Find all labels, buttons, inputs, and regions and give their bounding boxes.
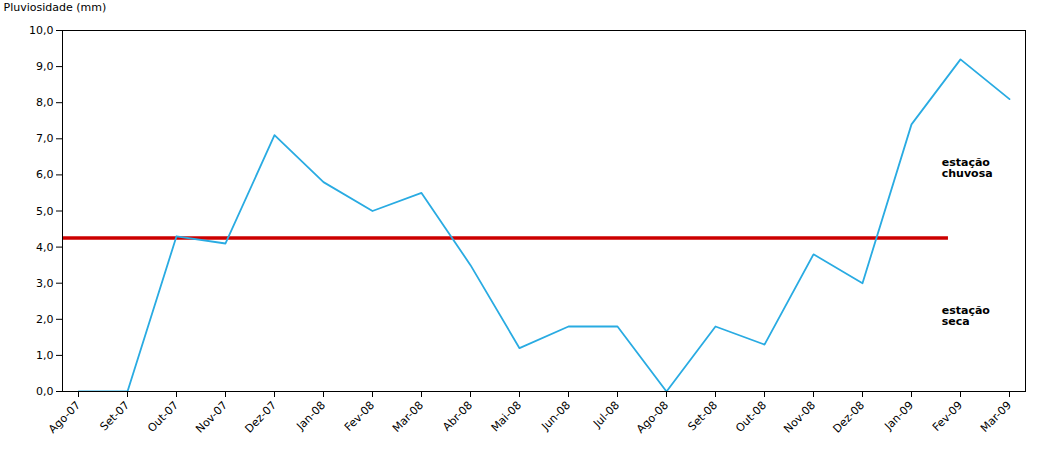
svg-text:Set-07: Set-07: [97, 399, 132, 434]
svg-text:Jun-08: Jun-08: [538, 399, 573, 434]
svg-text:Out-07: Out-07: [145, 399, 181, 435]
svg-text:Jan-08: Jan-08: [294, 399, 329, 434]
svg-text:Pluviosidade (mm): Pluviosidade (mm): [4, 1, 107, 14]
svg-text:Out-08: Out-08: [733, 399, 769, 435]
svg-text:Ago-07: Ago-07: [46, 399, 83, 436]
svg-text:Mar-08: Mar-08: [390, 399, 426, 435]
svg-text:Mar-09: Mar-09: [978, 399, 1014, 435]
svg-text:6,0: 6,0: [36, 168, 54, 181]
svg-text:estaçãoseca: estaçãoseca: [942, 304, 991, 328]
svg-text:7,0: 7,0: [36, 132, 54, 145]
svg-text:estaçãochuvosa: estaçãochuvosa: [942, 156, 993, 180]
svg-text:Dez-08: Dez-08: [830, 399, 867, 436]
svg-text:Dez-07: Dez-07: [242, 399, 279, 436]
svg-text:Ago-08: Ago-08: [634, 399, 671, 436]
svg-text:8,0: 8,0: [36, 96, 54, 109]
svg-text:Jul-08: Jul-08: [590, 399, 622, 431]
svg-text:0,0: 0,0: [36, 385, 54, 398]
svg-text:Abr-08: Abr-08: [440, 399, 475, 434]
svg-text:Nov-08: Nov-08: [781, 399, 818, 436]
svg-text:4,0: 4,0: [36, 241, 54, 254]
svg-text:Fev-09: Fev-09: [930, 399, 965, 434]
svg-text:2,0: 2,0: [36, 313, 54, 326]
svg-text:Fev-08: Fev-08: [342, 399, 377, 434]
svg-text:Set-08: Set-08: [685, 399, 720, 434]
svg-text:10,0: 10,0: [29, 24, 54, 37]
svg-text:Mai-08: Mai-08: [489, 399, 525, 435]
svg-text:Jan-09: Jan-09: [882, 399, 917, 434]
svg-text:3,0: 3,0: [36, 277, 54, 290]
svg-text:5,0: 5,0: [36, 205, 54, 218]
svg-text:Nov-07: Nov-07: [193, 399, 230, 436]
svg-text:9,0: 9,0: [36, 60, 54, 73]
svg-text:1,0: 1,0: [36, 349, 54, 362]
